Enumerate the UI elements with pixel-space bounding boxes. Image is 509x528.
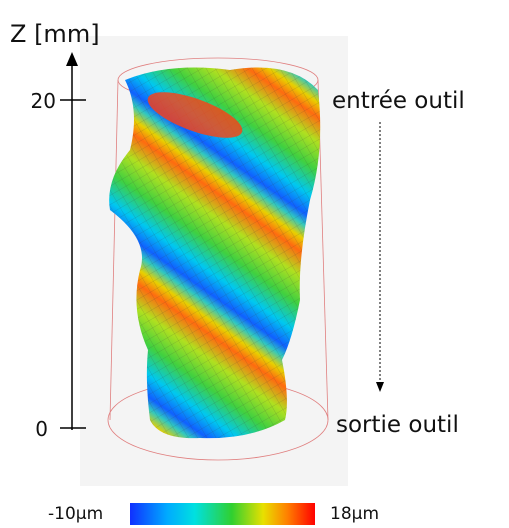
tick-label: 20 [31,89,56,113]
axis-label: Z [mm] [10,20,100,48]
colorbar [130,503,315,525]
direction-arrowhead [376,382,384,392]
cylinder-edge [109,79,119,421]
colorbar-label: 18µm [330,504,379,524]
tick-label: 0 [35,417,48,441]
annotation: entrée outil [332,88,465,114]
z-axis-arrow [66,52,78,66]
colorbar-label: -10µm [48,504,103,524]
annotation: sortie outil [336,412,459,438]
